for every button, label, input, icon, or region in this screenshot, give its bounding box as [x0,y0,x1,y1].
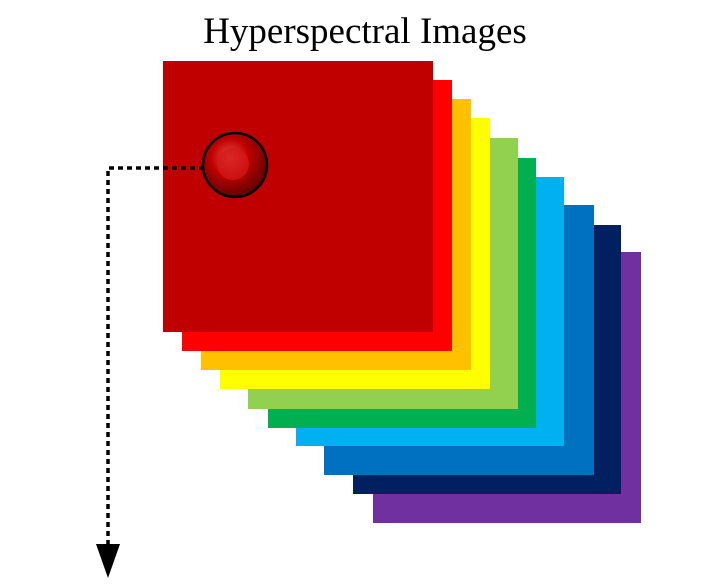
arrow-head-icon [96,544,120,578]
dotted-arrow-line [106,166,204,548]
pixel-marker-icon [201,131,269,199]
band-dark-red [163,61,433,332]
diagram-title: Hyperspectral Images [203,11,527,52]
band-stack [163,61,641,523]
